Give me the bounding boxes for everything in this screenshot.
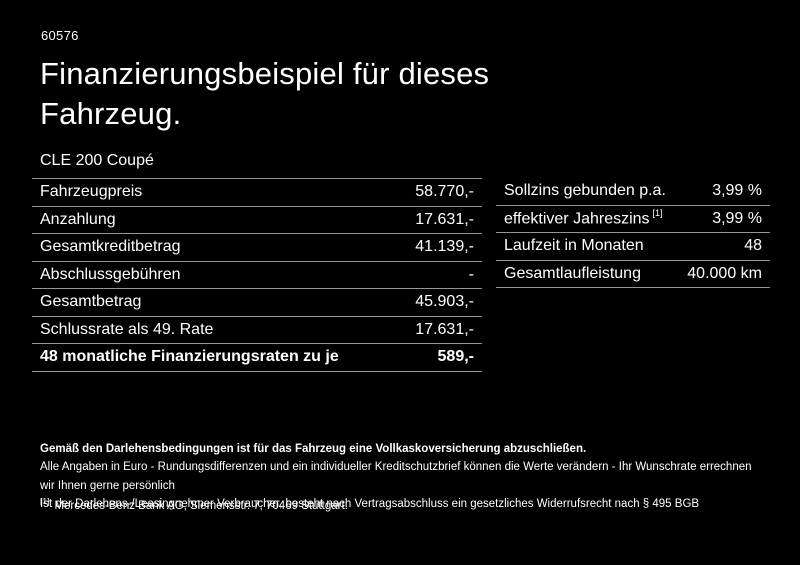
row-label: Schlussrate als 49. Rate <box>40 320 214 338</box>
footnote-ref: [1] <box>652 208 663 219</box>
finance-table: Fahrzeugpreis 58.770,- Anzahlung 17.631,… <box>32 178 482 372</box>
row-value: 45.903,- <box>415 293 474 311</box>
table-row-abschlussgebuehren: Abschlussgebühren - <box>32 262 482 289</box>
table-row-gesamtkreditbetrag: Gesamtkreditbetrag 41.139,- <box>32 234 482 262</box>
footnote-marker: [1] <box>40 496 50 506</box>
conditions-table: Sollzins gebunden p.a. 3,99 % effektiver… <box>496 178 770 288</box>
table-row-fahrzeugpreis: Fahrzeugpreis 58.770,- <box>32 179 482 207</box>
row-label: Sollzins gebunden p.a. <box>504 182 666 200</box>
table-row-schlussrate: Schlussrate als 49. Rate 17.631,- <box>32 317 482 344</box>
legal-notes: Gemäß den Darlehensbedingungen ist für d… <box>40 440 765 514</box>
table-row-monatsrate: 48 monatliche Finanzierungsraten zu je 5… <box>32 344 482 372</box>
row-value: 589,- <box>437 348 474 366</box>
row-value: 41.139,- <box>415 238 474 256</box>
footnote-text: Mercedes-Benz Bank AG, Siemensstr. 7, 70… <box>54 499 348 512</box>
insurance-note: Gemäß den Darlehensbedingungen ist für d… <box>40 443 587 455</box>
row-label: Laufzeit in Monaten <box>504 237 644 255</box>
row-label: Gesamtkreditbetrag <box>40 238 181 256</box>
table-row-anzahlung: Anzahlung 17.631,- <box>32 207 482 234</box>
footnote: [1] Mercedes-Benz Bank AG, Siemensstr. 7,… <box>40 496 348 512</box>
row-value: 3,99 % <box>712 209 762 227</box>
row-label: Gesamtlaufleistung <box>504 264 641 282</box>
page-title-line1: Finanzierungsbeispiel für dieses <box>40 56 490 91</box>
row-value: 40.000 km <box>687 264 762 282</box>
disclaimer-line1: Alle Angaben in Euro - Rundungsdifferenz… <box>40 461 752 492</box>
row-value: 58.770,- <box>415 183 474 201</box>
table-row-effektiver-jahreszins: effektiver Jahreszins [1] 3,99 % <box>496 206 770 233</box>
row-label: Anzahlung <box>40 210 116 228</box>
row-value: - <box>468 265 474 283</box>
row-value: 17.631,- <box>415 210 474 228</box>
row-value: 3,99 % <box>712 182 762 200</box>
row-label: Fahrzeugpreis <box>40 183 143 201</box>
row-value: 48 <box>744 237 762 255</box>
page-title-line2: Fahrzeug. <box>40 96 182 131</box>
row-label: effektiver Jahreszins [1] <box>504 208 663 228</box>
page-title: Finanzierungsbeispiel für dieses Fahrzeug… <box>40 54 489 134</box>
table-row-gesamtlaufleistung: Gesamtlaufleistung 40.000 km <box>496 261 770 288</box>
vehicle-model: CLE 200 Coupé <box>40 152 154 169</box>
table-row-laufzeit: Laufzeit in Monaten 48 <box>496 233 770 261</box>
offer-id: 60576 <box>41 28 79 43</box>
row-label: 48 monatliche Finanzierungsraten zu je <box>40 348 339 366</box>
disclaimer-line2: Ist der Darlehens-/Leasingnehmer Verbrau… <box>40 498 700 511</box>
row-value: 17.631,- <box>415 320 474 338</box>
row-label: Abschlussgebühren <box>40 265 181 283</box>
row-label: Gesamtbetrag <box>40 293 142 311</box>
table-row-sollzins: Sollzins gebunden p.a. 3,99 % <box>496 178 770 206</box>
table-row-gesamtbetrag: Gesamtbetrag 45.903,- <box>32 289 482 317</box>
